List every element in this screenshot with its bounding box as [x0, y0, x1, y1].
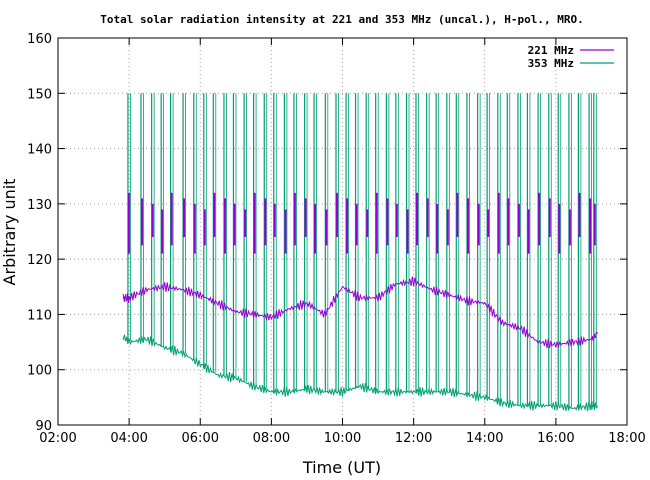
- y-tick-label: 100: [27, 364, 52, 379]
- y-tick-label: 90: [35, 419, 52, 434]
- x-axis-label: Time (UT): [302, 458, 381, 477]
- y-tick-label: 150: [27, 87, 52, 102]
- calibration-spikes: [127, 93, 597, 408]
- series-lines: [122, 276, 598, 412]
- chart-title: Total solar radiation intensity at 221 a…: [100, 13, 583, 26]
- x-tick-label: 04:00: [110, 431, 147, 446]
- x-tick-label: 16:00: [537, 431, 574, 446]
- legend-label-353: 353 MHz: [528, 57, 574, 70]
- x-tick-label: 10:00: [324, 431, 361, 446]
- y-tick-label: 120: [27, 253, 52, 268]
- x-tick-label: 18:00: [608, 431, 645, 446]
- x-tick-label: 14:00: [466, 431, 503, 446]
- series-353-line: [122, 334, 598, 412]
- grid: [58, 38, 627, 425]
- legend: 221 MHz 353 MHz: [528, 44, 614, 70]
- x-tick-label: 08:00: [253, 431, 290, 446]
- y-tick-label: 130: [27, 198, 52, 213]
- y-tick-label: 110: [27, 308, 52, 323]
- legend-label-221: 221 MHz: [528, 44, 574, 57]
- y-tick-label: 140: [27, 143, 52, 158]
- y-tick-label: 160: [27, 32, 52, 47]
- axis-ticks: 90 100 110 120 130 140 150 160 02:00 04:00 06:00 08…: [27, 32, 646, 446]
- y-axis-label: Arbitrary unit: [0, 179, 19, 286]
- x-tick-label: 02:00: [39, 431, 76, 446]
- series-221-line: [122, 276, 598, 349]
- x-tick-label: 06:00: [182, 431, 219, 446]
- x-tick-label: 12:00: [395, 431, 432, 446]
